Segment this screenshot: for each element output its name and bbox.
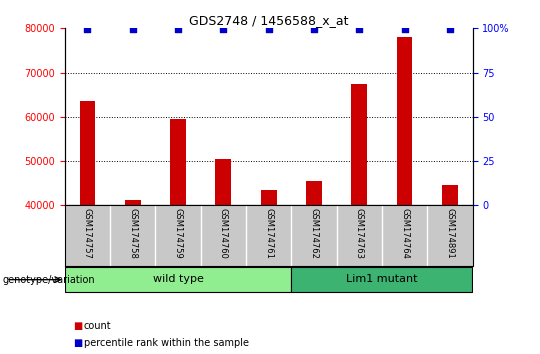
Bar [79,101,96,205]
FancyBboxPatch shape [291,267,472,292]
Text: GSM174891: GSM174891 [446,208,454,259]
Text: genotype/variation: genotype/variation [3,275,96,285]
Bar [306,181,322,205]
Text: GSM174763: GSM174763 [355,208,364,259]
Text: count: count [84,321,111,331]
Point [446,27,454,32]
FancyBboxPatch shape [65,267,291,292]
Bar [261,190,276,205]
Text: GSM174758: GSM174758 [129,208,137,259]
Text: ■: ■ [73,321,82,331]
Bar [352,84,367,205]
Text: GSM174760: GSM174760 [219,208,228,259]
Text: GSM174757: GSM174757 [83,208,92,259]
Bar [396,37,413,205]
Text: GSM174762: GSM174762 [309,208,319,259]
Point [174,27,183,32]
Text: wild type: wild type [153,274,204,284]
Bar [215,159,231,205]
Text: GSM174764: GSM174764 [400,208,409,259]
Point [219,27,228,32]
Text: Lim1 mutant: Lim1 mutant [346,274,417,284]
Text: ■: ■ [73,338,82,348]
Text: percentile rank within the sample: percentile rank within the sample [84,338,249,348]
Point [355,27,363,32]
Bar [170,119,186,205]
Text: GSM174761: GSM174761 [264,208,273,259]
Point [129,27,137,32]
Point [400,27,409,32]
Bar [442,185,458,205]
Bar [125,200,141,205]
Text: GSM174759: GSM174759 [173,208,183,259]
Point [309,27,318,32]
Point [83,27,92,32]
Point [265,27,273,32]
Title: GDS2748 / 1456588_x_at: GDS2748 / 1456588_x_at [189,14,348,27]
